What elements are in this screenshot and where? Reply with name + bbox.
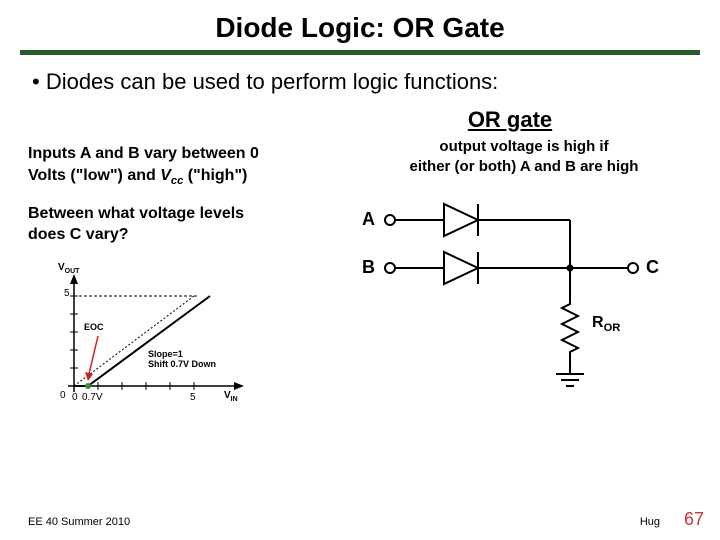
vin-label: VIN — [224, 390, 238, 403]
title-underline — [20, 50, 700, 55]
question-text: Between what voltage levels does C vary? — [28, 203, 338, 246]
origin-0-x: 0 — [72, 392, 78, 403]
vcc-v: V — [160, 167, 171, 184]
slope-label: Slope=1Shift 0.7V Down — [148, 350, 216, 370]
outdesc-l2: either (or both) A and B are high — [410, 158, 639, 175]
or-gate-circuit: A B C ROR — [356, 190, 676, 410]
vcc-sub: cc — [171, 175, 183, 187]
outdesc-l1: output voltage is high if — [439, 138, 608, 155]
eoc-label: EOC — [84, 322, 104, 332]
vout-label: VOUT — [58, 262, 79, 275]
question-l2: does C vary? — [28, 226, 128, 243]
or-gate-heading: OR gate — [328, 107, 692, 133]
ytick-5: 5 — [64, 288, 70, 299]
footer-right: Hug — [640, 516, 660, 528]
xtick-5: 5 — [190, 392, 196, 403]
transfer-chart: VOUT 5 EOC Slope=1Shift 0.7V Down 0 0 0.… — [28, 260, 288, 430]
desc-line2b: ("high") — [183, 167, 247, 184]
desc-line2a: Volts ("low") and — [28, 167, 160, 184]
terminal-c-label: C — [646, 257, 659, 278]
question-l1: Between what voltage levels — [28, 205, 244, 222]
origin-0-y: 0 — [60, 390, 66, 401]
page-number: 67 — [684, 509, 704, 530]
input-description: Inputs A and B vary between 0 Volts ("lo… — [28, 143, 338, 189]
terminal-b-label: B — [362, 257, 375, 278]
footer-left: EE 40 Summer 2010 — [28, 516, 130, 528]
output-description: output voltage is high if either (or bot… — [356, 137, 692, 176]
resistor-label: ROR — [592, 314, 620, 334]
terminal-a-label: A — [362, 209, 375, 230]
slide-title: Diode Logic: OR Gate — [28, 12, 692, 44]
bullet-main: • Diodes can be used to perform logic fu… — [28, 69, 692, 95]
desc-line1: Inputs A and B vary between 0 — [28, 145, 259, 162]
xtick-07: 0.7V — [82, 392, 103, 403]
